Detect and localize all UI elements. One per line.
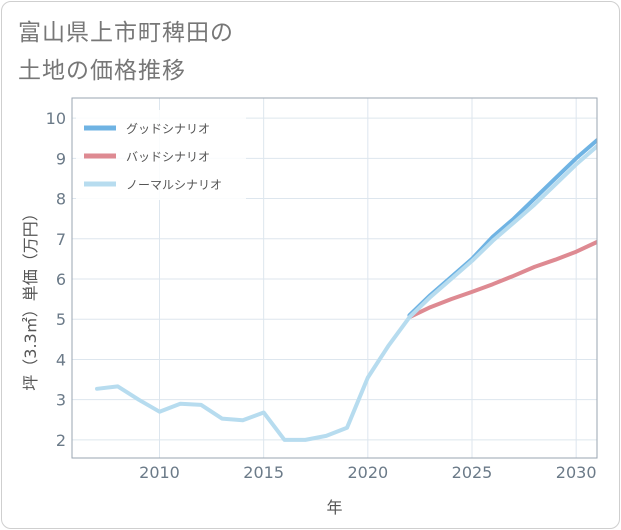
x-tick-label: 2030 [556,463,597,482]
y-tick-label: 5 [56,310,66,329]
y-tick-label: 8 [56,190,66,209]
y-tick-label: 9 [56,149,66,168]
legend-label-3: ノーマルシナリオ [126,178,222,192]
plot-frame [71,97,598,459]
x-axis-title: 年 [326,498,342,517]
tick-labels: 2 3 4 5 6 7 8 9 10 2010 2015 2020 2025 2030 [46,109,597,482]
y-tick-label: 3 [56,391,66,410]
x-tick-label: 2025 [452,463,493,482]
y-axis-title: 坪（3.3㎡）単価（万円） [21,205,40,390]
y-tick-label: 6 [56,270,66,289]
x-tick-label: 2020 [347,463,388,482]
x-tick-label: 2010 [139,463,180,482]
y-tick-label: 10 [46,109,66,128]
y-tick-label: 4 [56,350,66,369]
series-layer [95,138,597,442]
chart-title-line-2: 土地の価格推移 [18,58,186,84]
y-tick-label: 2 [56,431,66,450]
y-tick-label: 7 [56,230,66,249]
x-tick-label: 2015 [243,463,284,482]
chart-title-line-1: 富山県上市町稗田の [18,20,234,46]
legend-label-1: グッドシナリオ [126,122,210,136]
series-line-2 [407,240,597,320]
legend-label-2: バッドシナリオ [126,150,210,164]
series-line-3 [95,144,597,442]
chart-title: 富山県上市町稗田の 土地の価格推移 [18,14,418,90]
